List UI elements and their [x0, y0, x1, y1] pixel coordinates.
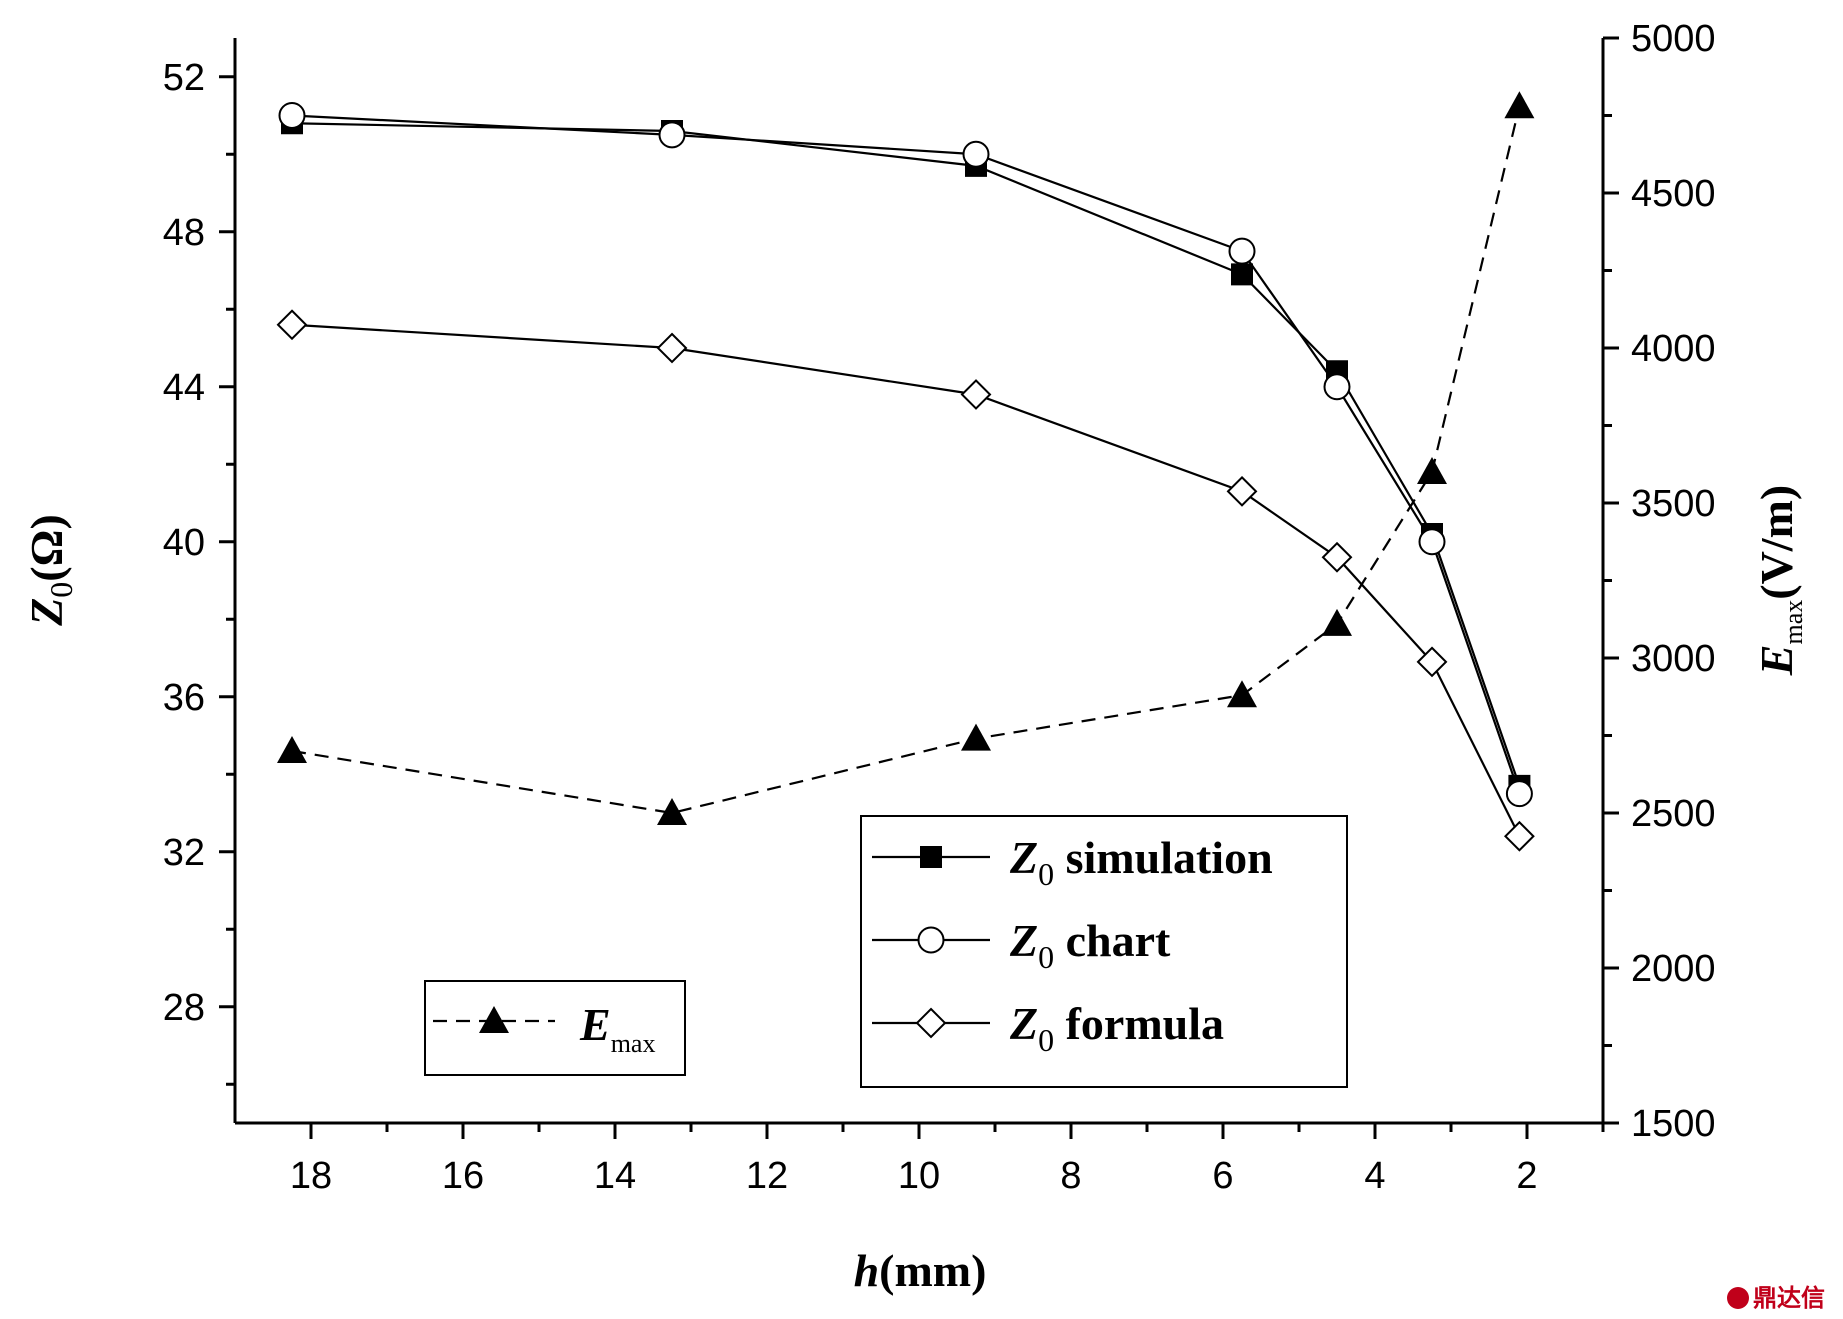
circle-marker [1418, 528, 1446, 556]
y-left-tick-label: 36 [163, 677, 205, 719]
legend-main: Z0 simulation Z0 chart Z0 formula [860, 815, 1348, 1088]
circle-marker [658, 121, 686, 149]
circle-marker [962, 140, 990, 168]
watermark-text: 鼎达信 [1753, 1284, 1825, 1312]
series-line-sim [291, 122, 1521, 787]
watermark-logo-icon [1727, 1287, 1749, 1309]
y-right-tick-label: 4000 [1631, 328, 1716, 370]
y-axis-left-title: Z0(Ω) [21, 514, 79, 627]
y-left-tick-label: 44 [163, 367, 205, 409]
series-formula [276, 309, 1535, 852]
y-right-tick-label: 2500 [1631, 793, 1716, 835]
circle-marker [278, 102, 306, 129]
triangle-marker [961, 723, 991, 751]
diamond-marker [1321, 541, 1353, 573]
diamond-marker [656, 332, 688, 364]
y-right-tick-label: 5000 [1631, 18, 1716, 60]
legend-label-sim: Z0 simulation [1009, 832, 1273, 892]
legend-label-formula: Z0 formula [1009, 998, 1224, 1058]
circle-marker [1323, 373, 1351, 401]
square-marker [1231, 263, 1253, 286]
x-axis-title: h(mm) [854, 1245, 987, 1296]
circle-marker [1505, 780, 1533, 808]
axis-titles: h(mm) Z0(Ω) Emax(V/m) [21, 485, 1808, 1296]
diamond-marker [915, 1007, 947, 1039]
triangle-marker [657, 798, 687, 825]
x-tick-label: 6 [1212, 1155, 1233, 1197]
y-right-tick-label: 4500 [1631, 173, 1716, 215]
y-axis-right-title: Emax(V/m) [1751, 485, 1808, 676]
series-sim [281, 112, 1531, 797]
x-tick-label: 10 [898, 1155, 940, 1197]
y-left-tick-label: 48 [163, 212, 205, 254]
x-tick-label: 16 [442, 1155, 484, 1197]
square-marker [920, 846, 942, 868]
triangle-marker [1227, 680, 1257, 708]
series-line-formula [291, 323, 1521, 837]
y-left-tick-label: 28 [163, 987, 205, 1029]
y-left-tick-label: 40 [163, 522, 205, 564]
triangle-marker [1504, 91, 1535, 119]
x-tick-label: 12 [746, 1155, 788, 1197]
series-emax [277, 91, 1535, 825]
circle-marker [917, 926, 945, 954]
legend-emax: Emax [424, 980, 686, 1076]
y-right-tick-label: 2000 [1631, 948, 1716, 990]
triangle-marker [479, 1006, 509, 1033]
y-right-tick-label: 3500 [1631, 483, 1716, 525]
series-line-chart [291, 114, 1521, 794]
y-right-tick-label: 1500 [1631, 1103, 1716, 1145]
x-tick-label: 2 [1516, 1155, 1537, 1197]
circle-marker [1228, 237, 1256, 265]
x-tick-label: 8 [1060, 1155, 1081, 1197]
diamond-marker [1416, 646, 1448, 678]
x-tick-label: 4 [1364, 1155, 1385, 1197]
watermark: 鼎达信 [1727, 1278, 1825, 1313]
triangle-marker [1322, 608, 1352, 636]
y-right-tick-label: 3000 [1631, 638, 1716, 680]
legend-label-chart: Z0 chart [1009, 915, 1171, 975]
axes: 18 16 14 12 10 8 6 4 2 28 32 36 40 44 48 52 1500 2000 2500… [163, 18, 1716, 1197]
series-chart [278, 102, 1533, 808]
diamond-marker [276, 309, 308, 341]
triangle-marker [277, 736, 307, 763]
legend-layer: Z0 simulation Z0 chart Z0 formula Emax [424, 815, 1348, 1088]
triangle-marker [1417, 457, 1447, 484]
series-layer [276, 91, 1535, 852]
diamond-marker [1503, 820, 1535, 852]
x-tick-label: 18 [290, 1155, 332, 1197]
y-left-tick-label: 32 [163, 832, 205, 874]
series-line-emax [291, 105, 1521, 815]
y-left-tick-label: 52 [163, 57, 205, 99]
x-tick-label: 14 [594, 1155, 636, 1197]
legend-label-emax: Emax [579, 999, 655, 1058]
diamond-marker [1226, 475, 1258, 507]
diamond-marker [960, 379, 992, 410]
legend-box-emax [424, 980, 686, 1076]
